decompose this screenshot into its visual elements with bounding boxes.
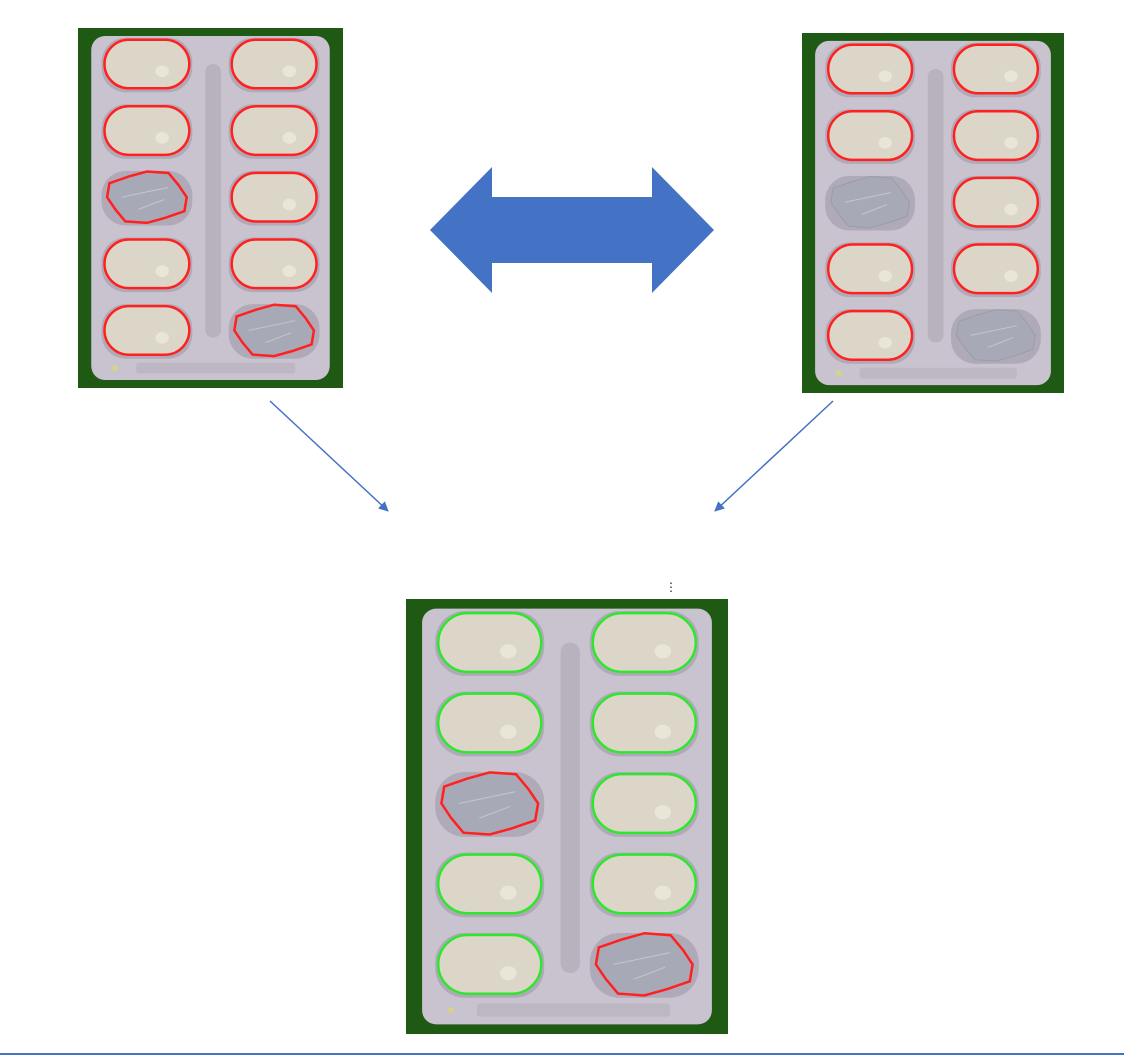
arrow-down-left-icon: [714, 400, 834, 512]
tablet: [230, 105, 318, 157]
pocket-tablet: [228, 37, 320, 93]
pocket-tablet: [101, 304, 193, 359]
pocket-tablet: [950, 42, 1041, 98]
tablet: [826, 110, 914, 162]
arrow-down-right-icon: [269, 400, 389, 512]
tablet: [952, 176, 1040, 228]
pocket-tablet: [435, 852, 545, 918]
pocket-tablet: [101, 237, 193, 293]
broken-pocket: [440, 771, 540, 836]
tablet: [591, 772, 698, 835]
tablet: [826, 309, 914, 361]
pocket-tablet: [435, 691, 545, 757]
pocket-tablet: [950, 109, 1041, 164]
footer-dot: [448, 1007, 455, 1014]
double-headed-arrow-icon: [430, 167, 714, 293]
tablet: [591, 611, 698, 674]
tablet: [436, 853, 543, 915]
embossed-footer: [136, 362, 296, 374]
tablet: [103, 105, 191, 157]
blister-photo-top-left: [78, 28, 343, 388]
kebab-menu-icon[interactable]: ⋮: [665, 580, 677, 594]
pocket-tablet: [589, 611, 699, 676]
broken-pocket: [105, 170, 189, 225]
pocket-tablet: [228, 237, 320, 293]
tablet: [952, 43, 1040, 95]
broken-pocket: [594, 932, 694, 997]
tablet: [230, 38, 318, 90]
pocket-tablet: [101, 37, 193, 93]
broken-pocket: [830, 175, 911, 229]
blister-image-top-left: [78, 28, 343, 388]
blister-image-top-right: [802, 33, 1064, 393]
pocket-tablet: [435, 933, 545, 998]
broken-pocket: [955, 309, 1036, 362]
center-groove: [205, 64, 222, 338]
tablet: [952, 243, 1040, 295]
blister-image-bottom: [406, 599, 728, 1034]
footer-dot: [835, 370, 842, 377]
tablet: [436, 933, 543, 996]
pocket-tablet: [589, 691, 699, 757]
pocket-tablet: [825, 309, 916, 364]
tablet: [436, 692, 543, 754]
embossed-footer: [476, 1003, 671, 1017]
pocket-tablet: [825, 42, 916, 98]
pocket-broken: [101, 170, 193, 226]
tablet: [103, 304, 191, 356]
tablet: [591, 853, 698, 915]
tablet: [230, 171, 318, 223]
tablet: [591, 692, 698, 754]
tablet: [230, 238, 318, 290]
pocket-tablet: [589, 852, 699, 918]
tablet: [826, 43, 914, 95]
bottom-divider: [0, 1053, 1124, 1055]
broken-pocket: [232, 303, 316, 358]
pocket-tablet: [950, 242, 1041, 298]
pocket-tablet: [228, 170, 320, 226]
pocket-tablet: [950, 175, 1041, 231]
pocket-broken: [825, 175, 916, 231]
pocket-tablet: [825, 242, 916, 298]
tablet: [103, 38, 191, 90]
pocket-tablet: [825, 109, 916, 164]
pocket-broken: [435, 771, 545, 837]
pocket-tablet: [228, 104, 320, 159]
pocket-broken: [589, 932, 699, 998]
embossed-footer: [859, 367, 1017, 379]
pocket-broken: [950, 309, 1041, 364]
tablet: [952, 110, 1040, 162]
blister-photo-bottom: [406, 599, 728, 1034]
blister-photo-top-right: [802, 33, 1064, 393]
pocket-tablet: [101, 104, 193, 159]
pocket-tablet: [435, 611, 545, 676]
tablet: [436, 611, 543, 674]
pocket-tablet: [589, 772, 699, 837]
center-groove: [927, 69, 944, 343]
center-groove: [560, 642, 580, 974]
pocket-broken: [228, 303, 320, 359]
tablet: [826, 243, 914, 295]
footer-dot: [112, 365, 119, 372]
tablet: [103, 238, 191, 290]
